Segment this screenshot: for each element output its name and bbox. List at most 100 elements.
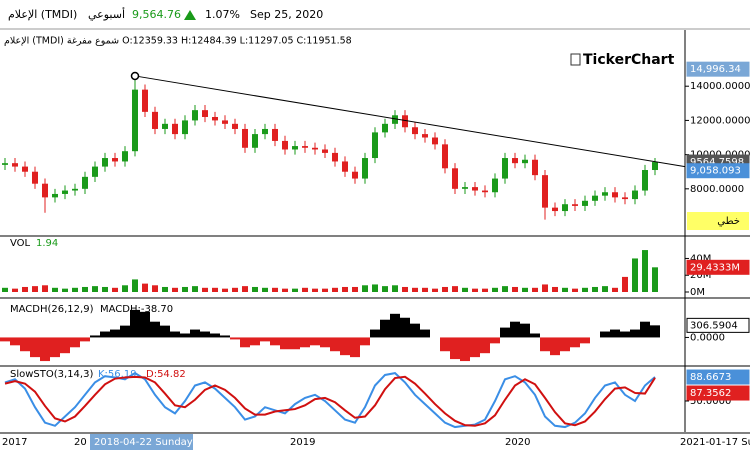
candle-body	[482, 190, 488, 193]
volume-bar	[402, 286, 408, 292]
x-tick-label: 2019	[290, 437, 315, 448]
candle-body	[82, 176, 88, 189]
macd-bar	[80, 337, 90, 342]
macd-bar	[280, 337, 290, 350]
macd-bar	[90, 335, 100, 338]
volume-bar	[542, 284, 548, 292]
candle-body	[202, 110, 208, 117]
macd-bar	[150, 321, 160, 338]
candle-body	[452, 168, 458, 189]
macd-bar	[380, 319, 390, 338]
volume-bar	[52, 287, 58, 292]
y-tick-label: 14000.0000	[690, 81, 750, 92]
crosshair-date-box	[90, 434, 193, 450]
value-marker	[686, 317, 750, 333]
volume-bar	[292, 288, 298, 292]
symbol-name: الإعلام (TMDI)	[8, 8, 77, 21]
panel-value: MACDH:-38.70	[100, 304, 173, 315]
scale-mode-label: خطي	[717, 216, 740, 227]
value-marker-label: 88.6673	[690, 372, 731, 383]
volume-bar	[422, 287, 428, 292]
candle-body	[402, 115, 408, 128]
value-marker	[686, 385, 750, 401]
x-tick-label: 2021-01-17 Su	[680, 437, 750, 448]
macd-bar	[560, 337, 570, 352]
macd-bar	[580, 337, 590, 344]
period[interactable]: أسبوعي	[88, 7, 125, 21]
candle-body	[392, 115, 398, 124]
candle-body	[582, 200, 588, 206]
candle-body	[102, 158, 108, 167]
candle-body	[642, 170, 648, 191]
candle-body	[22, 166, 28, 172]
candle-body	[622, 197, 628, 200]
macd-bar	[450, 337, 460, 360]
candle-body	[422, 134, 428, 138]
macd-bar	[170, 331, 180, 338]
volume-bar	[12, 288, 18, 292]
volume-bar	[142, 283, 148, 292]
macd-bar	[10, 337, 20, 346]
candle-body	[612, 192, 618, 198]
candle-body	[152, 111, 158, 129]
candle-body	[132, 89, 138, 152]
volume-bar	[472, 288, 478, 292]
macd-bar	[200, 331, 210, 338]
macd-bar	[0, 337, 10, 342]
macd-bar	[110, 329, 120, 338]
macd-bar	[610, 329, 620, 338]
date: Sep 25, 2020	[250, 8, 323, 21]
macd-bar	[350, 337, 360, 358]
scale-mode	[687, 212, 749, 230]
macd-bar	[230, 337, 240, 340]
volume-bar	[302, 287, 308, 292]
macd-bar	[130, 309, 140, 338]
candle-body	[272, 128, 278, 141]
volume-bar	[312, 288, 318, 292]
candle-body	[32, 171, 38, 184]
volume-bar	[152, 285, 158, 292]
volume-bar	[202, 287, 208, 292]
candle-body	[12, 163, 18, 167]
macd-bar	[60, 337, 70, 354]
candle-body	[242, 128, 248, 148]
candle-body	[2, 163, 8, 165]
y-tick-label: 0.0000	[690, 332, 725, 343]
volume-bar	[72, 287, 78, 292]
macd-bar	[420, 329, 430, 338]
candle-body	[222, 120, 228, 124]
volume-bar	[522, 287, 528, 292]
candle-body	[232, 123, 238, 129]
candle-body	[282, 140, 288, 150]
macd-bar	[360, 337, 370, 346]
volume-bar	[632, 258, 638, 292]
candle-body	[432, 137, 438, 145]
volume-bar	[232, 287, 238, 292]
candle-body	[332, 152, 338, 162]
candle-body	[92, 166, 98, 177]
x-tick-label: 2018-04-22 Sunday	[94, 437, 193, 448]
volume-bar	[162, 286, 168, 292]
macd-bar	[220, 335, 230, 338]
volume-bar	[452, 286, 458, 292]
candle-body	[42, 183, 48, 198]
candle-body	[52, 193, 58, 198]
macd-bar	[100, 331, 110, 338]
volume-bar	[442, 286, 448, 292]
volume-bar	[132, 279, 138, 292]
macd-bar	[470, 337, 480, 358]
volume-bar	[592, 286, 598, 292]
candle-body	[652, 162, 658, 171]
volume-bar	[612, 287, 618, 292]
candle-body	[412, 127, 418, 135]
macd-bar	[630, 329, 640, 338]
candle-body	[592, 195, 598, 201]
volume-bar	[492, 287, 498, 292]
candle-body	[262, 128, 268, 135]
last-price: 9,564.76	[132, 8, 181, 21]
macd-bar	[160, 325, 170, 338]
volume-bar	[272, 287, 278, 292]
candle-body	[212, 116, 218, 121]
candle-body	[142, 89, 148, 112]
